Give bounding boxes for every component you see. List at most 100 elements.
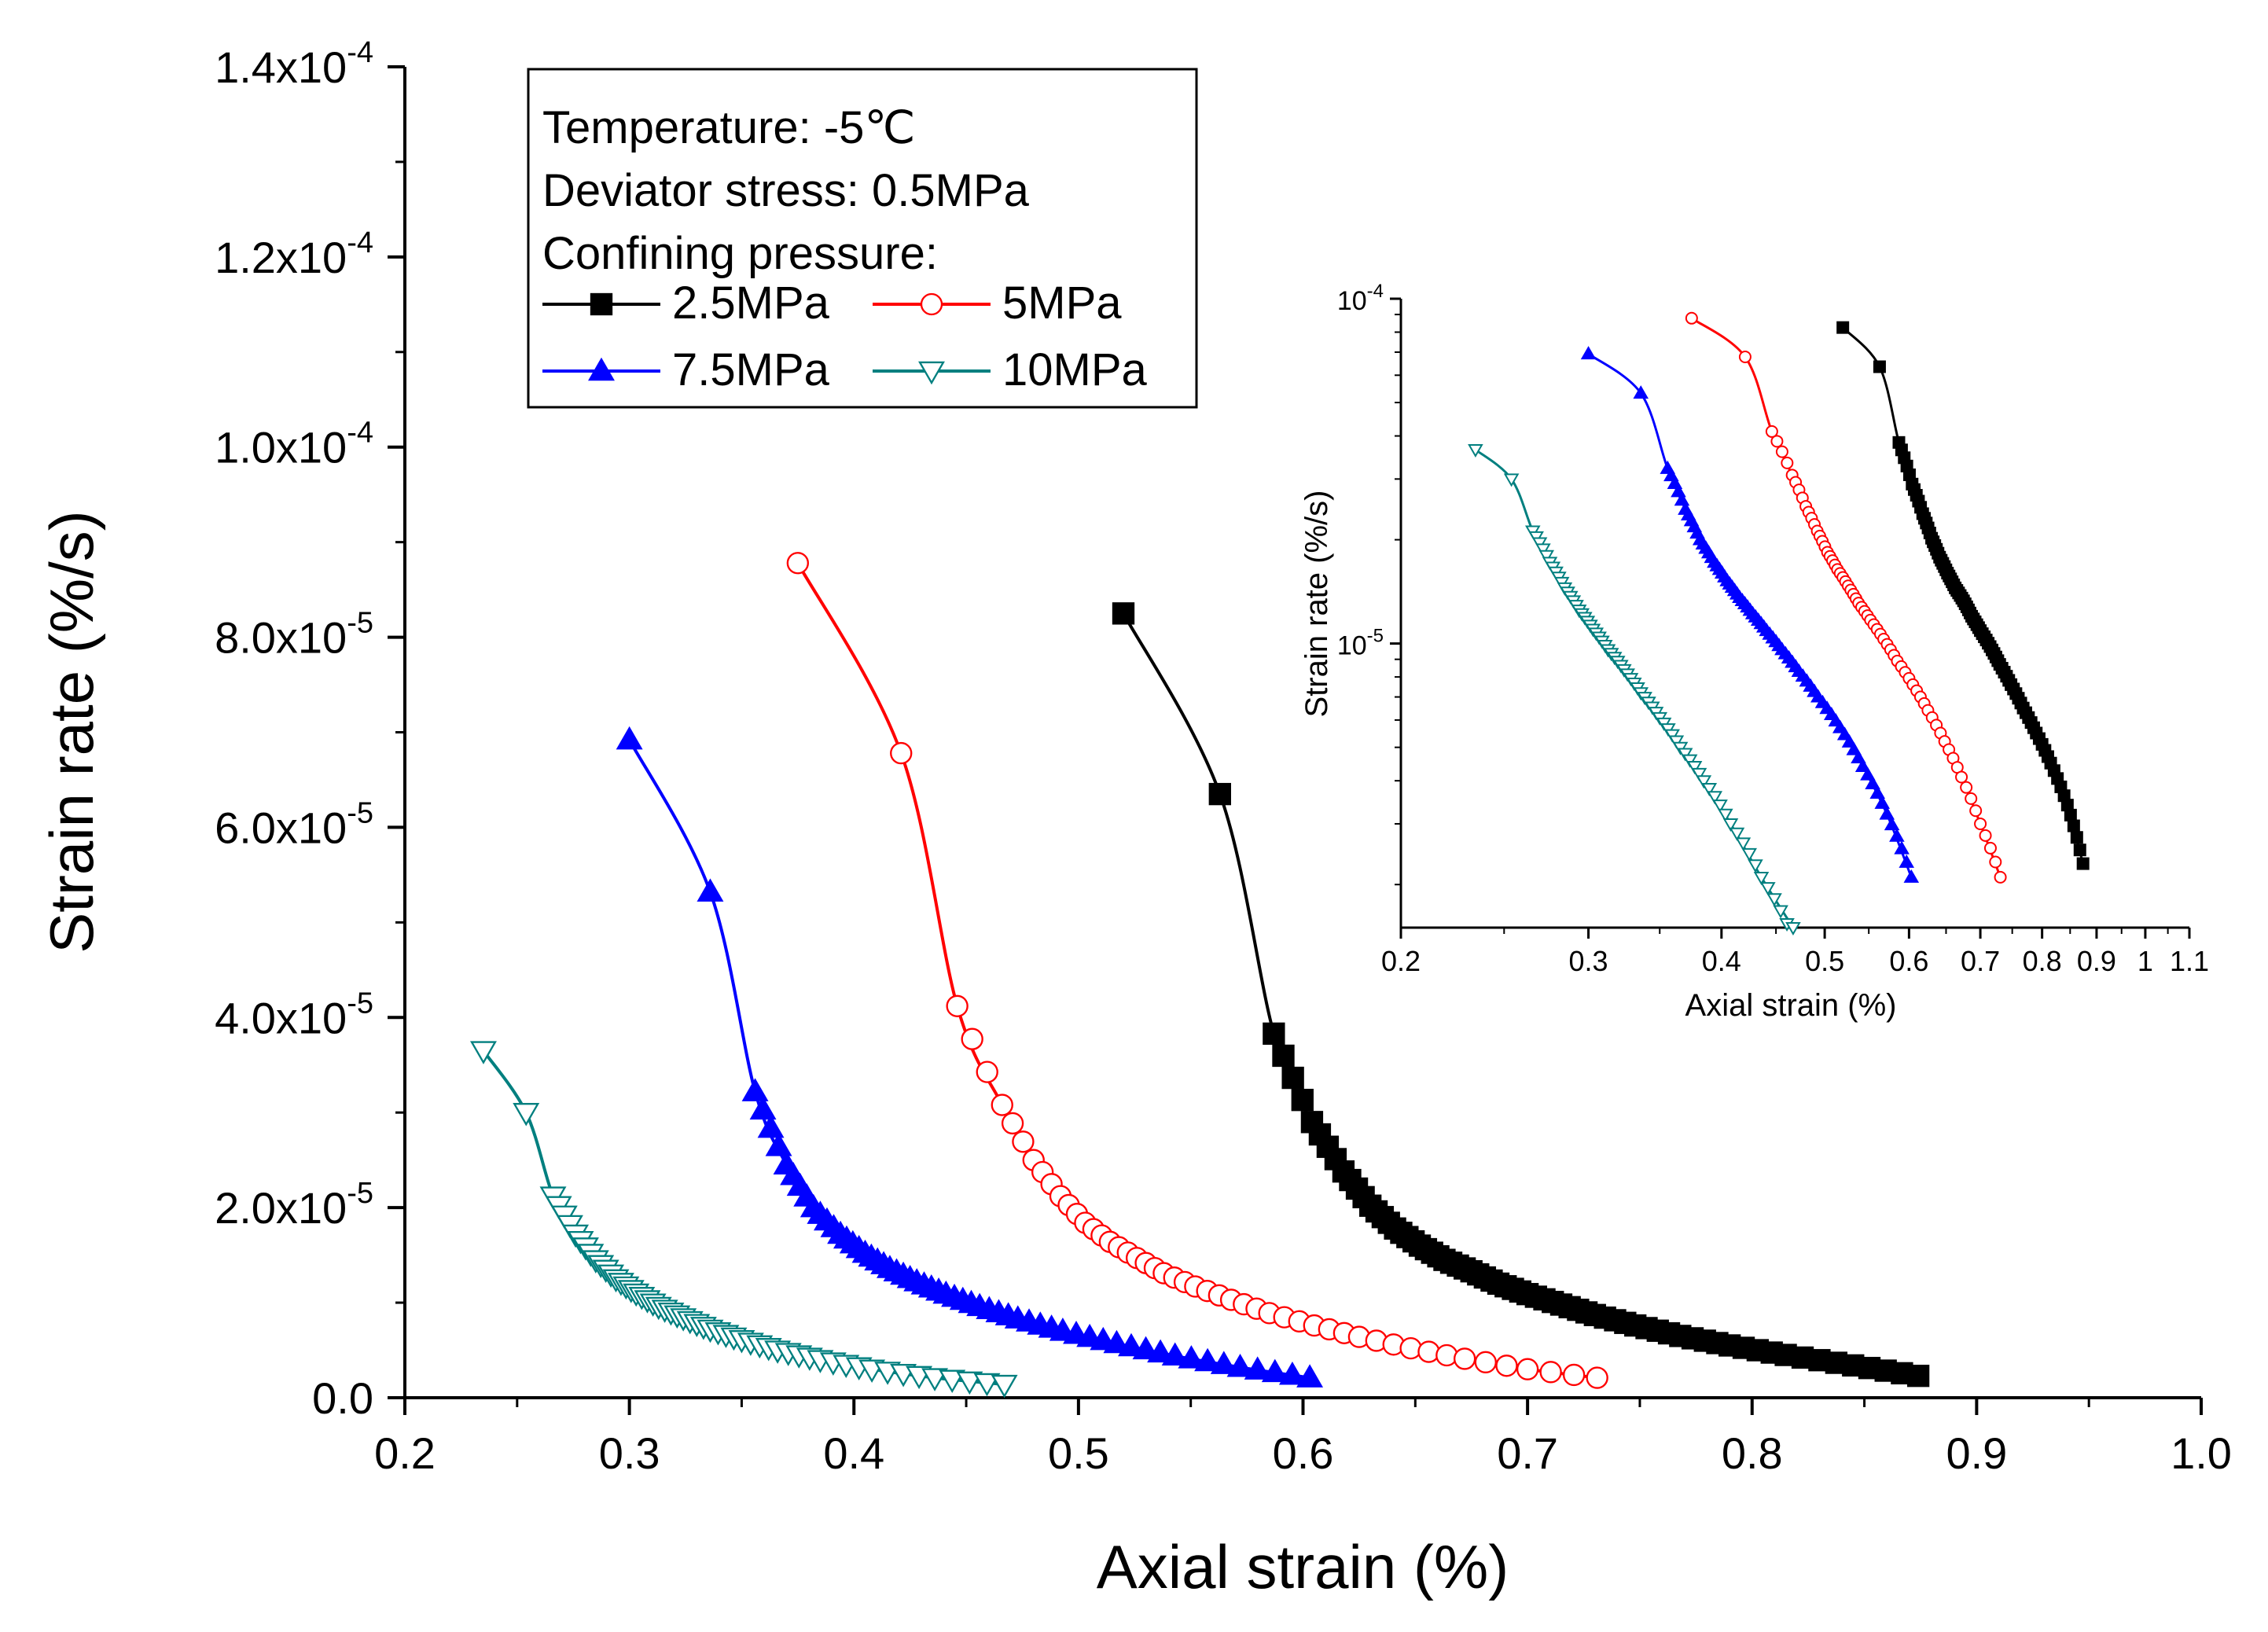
inset-x-tick-label: 1 bbox=[2138, 945, 2153, 977]
inset-data-point bbox=[1722, 818, 1739, 833]
data-point bbox=[1210, 1351, 1237, 1374]
inset-x-tick-label: 0.2 bbox=[1381, 945, 1421, 977]
inset-x-tick-label: 1.1 bbox=[2170, 945, 2209, 977]
legend-label-7.5MPa: 7.5MPa bbox=[672, 344, 830, 395]
data-point bbox=[991, 1094, 1013, 1116]
inset-x-tick-label: 0.8 bbox=[2023, 945, 2062, 977]
inset-x-tick-label: 0.4 bbox=[1702, 945, 1741, 977]
data-point bbox=[991, 1374, 1018, 1399]
inset-data-point bbox=[1718, 808, 1733, 822]
inset-data-point bbox=[1753, 871, 1770, 885]
inset-data-point bbox=[1735, 837, 1752, 851]
inset-data-point bbox=[1974, 817, 1987, 830]
data-point bbox=[1012, 1130, 1035, 1153]
data-point bbox=[786, 552, 810, 575]
data-point bbox=[1263, 1022, 1285, 1046]
legend-marker-10MPa bbox=[918, 361, 945, 385]
inset-data-point bbox=[1633, 385, 1649, 399]
inset-x-tick-label: 0.9 bbox=[2077, 945, 2116, 977]
data-point bbox=[1244, 1356, 1271, 1380]
inset-series-5MPa bbox=[1685, 311, 2007, 884]
main-series-group bbox=[469, 552, 1930, 1399]
data-point bbox=[1226, 1354, 1254, 1377]
inset-data-point bbox=[1686, 761, 1703, 775]
inset-y-tick-label: 10-4 bbox=[1337, 281, 1384, 316]
inset-data-point bbox=[1969, 804, 1983, 818]
data-point bbox=[1103, 1329, 1130, 1354]
data-point bbox=[1178, 1345, 1205, 1369]
data-point bbox=[1208, 782, 1231, 806]
inset-data-point bbox=[1707, 791, 1723, 805]
inset-series-10MPa bbox=[1468, 444, 1801, 936]
x-tick-label: 0.7 bbox=[1497, 1428, 1558, 1478]
data-point bbox=[1474, 1351, 1497, 1374]
x-tick-label: 1.0 bbox=[2171, 1428, 2232, 1478]
inset-data-point bbox=[1884, 817, 1900, 831]
y-tick-label: 4.0x10-5 bbox=[215, 987, 373, 1042]
inset-data-point bbox=[1854, 758, 1871, 772]
inset-data-point bbox=[1729, 827, 1745, 841]
inset-data-point bbox=[2070, 831, 2083, 844]
data-point bbox=[749, 1096, 777, 1120]
inset-data-point bbox=[1770, 435, 1784, 448]
data-point bbox=[1516, 1358, 1539, 1380]
inset-data-point bbox=[1503, 473, 1520, 487]
inset-data-point bbox=[1873, 360, 1886, 373]
inset-data-point bbox=[1781, 456, 1794, 469]
inset-data-point bbox=[1894, 840, 1910, 855]
inset-data-point bbox=[2076, 857, 2090, 870]
inset-data-point bbox=[1955, 770, 1968, 784]
data-point bbox=[1539, 1361, 1562, 1384]
data-point bbox=[1001, 1112, 1024, 1135]
inset-data-point bbox=[1738, 351, 1752, 364]
inset-data-point bbox=[1775, 445, 1788, 458]
inset-data-point bbox=[1691, 767, 1707, 781]
y-tick-label: 8.0x10-5 bbox=[215, 607, 373, 663]
data-point bbox=[741, 1078, 769, 1101]
inset-y-axis-label: Strain rate (%/s) bbox=[1299, 491, 1334, 718]
data-point bbox=[1272, 1044, 1295, 1068]
data-point bbox=[1132, 1336, 1160, 1360]
data-point bbox=[1435, 1343, 1458, 1367]
data-point bbox=[1194, 1347, 1222, 1372]
inset-data-point bbox=[1785, 922, 1801, 936]
data-point bbox=[1417, 1340, 1440, 1363]
inset-data-point bbox=[1989, 855, 2002, 869]
series-line-5MPa bbox=[796, 562, 1597, 1380]
y-tick-label: 1.2x10-4 bbox=[215, 226, 373, 282]
x-tick-label: 0.4 bbox=[823, 1428, 884, 1478]
series-7.5MPa bbox=[616, 726, 1324, 1388]
inset-data-point bbox=[1869, 785, 1885, 799]
legend-label-2.5MPa: 2.5MPa bbox=[672, 278, 830, 329]
inset-data-point bbox=[1836, 321, 1850, 334]
inset-data-point bbox=[1580, 346, 1597, 360]
data-point bbox=[961, 1027, 983, 1050]
inset-data-point bbox=[2067, 819, 2080, 833]
legend-marker-7.5MPa bbox=[588, 357, 615, 381]
inset-data-point bbox=[1960, 781, 1973, 794]
inset-x-tick-label: 0.3 bbox=[1569, 945, 1608, 977]
data-point bbox=[1161, 1342, 1189, 1366]
inset-data-point bbox=[1468, 444, 1483, 458]
inset-data-point bbox=[1760, 882, 1776, 896]
inset-series-7.5MPa bbox=[1580, 346, 1920, 883]
data-point bbox=[1495, 1354, 1518, 1377]
inset-data-point bbox=[1765, 425, 1778, 438]
inset-series-2.5MPa bbox=[1836, 321, 2090, 870]
inset-data-point bbox=[1983, 841, 1997, 855]
inset-data-point bbox=[1879, 806, 1895, 820]
x-tick-label: 0.9 bbox=[1946, 1428, 2007, 1478]
y-tick-label: 2.0x10-5 bbox=[215, 1177, 373, 1233]
inset-data-point bbox=[1773, 905, 1788, 919]
data-point bbox=[1453, 1347, 1476, 1370]
legend: Temperature: -5℃ Deviator stress: 0.5MPa… bbox=[527, 68, 1198, 409]
series-2.5MPa bbox=[1112, 602, 1930, 1388]
inset-x-tick-label: 0.5 bbox=[1805, 945, 1844, 977]
inset-data-point bbox=[2064, 808, 2077, 822]
inset-data-point bbox=[1668, 735, 1685, 749]
inset-data-point bbox=[1899, 854, 1915, 868]
x-tick-label: 0.5 bbox=[1048, 1428, 1109, 1478]
data-point bbox=[956, 1371, 983, 1395]
inset-data-point bbox=[1851, 750, 1866, 764]
data-point bbox=[1278, 1361, 1306, 1385]
